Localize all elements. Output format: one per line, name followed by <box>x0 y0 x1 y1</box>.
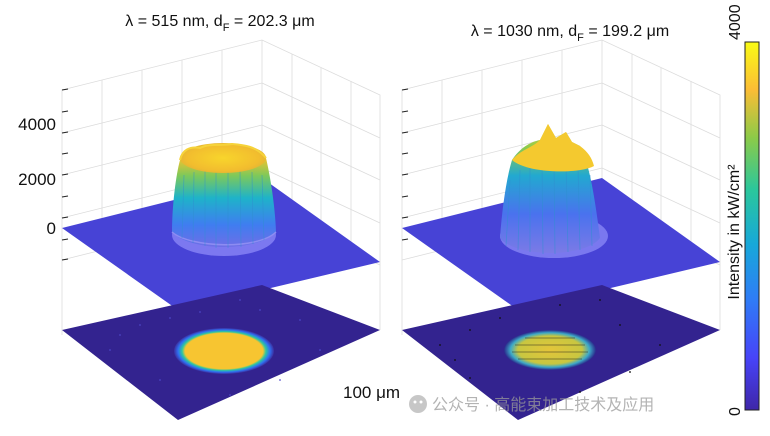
panel-515nm: 0 2000 4000 <box>18 13 400 420</box>
watermark-text: 公众号 · 高能束加工技术及应用 <box>432 395 654 414</box>
beam-surface-b <box>500 124 608 258</box>
panel-1030nm: λ = 1030 nm, dF = 199.2 μm <box>401 23 721 420</box>
colorbar-max-label: 4000 <box>727 4 744 40</box>
scale-bar-label: 100 μm <box>343 383 400 402</box>
scale-bar <box>299 364 346 379</box>
colorbar-title: Intensity in kW/cm² <box>726 164 743 300</box>
colorbar-gradient <box>744 41 760 411</box>
z-tick-4000: 4000 <box>18 115 56 134</box>
z-tick-0: 0 <box>47 219 56 238</box>
watermark: 公众号 · 高能束加工技术及应用 <box>409 395 654 414</box>
panel-a-title: λ = 515 nm, dF = 202.3 μm <box>125 13 314 34</box>
beam-surface-a <box>171 142 277 256</box>
projection-noise-b <box>439 299 661 401</box>
grid-walls-a <box>61 39 381 266</box>
z-tick-2000: 2000 <box>18 170 56 189</box>
colorbar: 4000 0 Intensity in kW/cm² <box>726 4 760 416</box>
z-ticks-a <box>61 88 69 261</box>
wechat-icon <box>409 395 427 413</box>
panel-b-title: λ = 1030 nm, dF = 199.2 μm <box>471 23 669 44</box>
projection-spot-b <box>504 330 596 370</box>
projection-spot-b-texture <box>512 337 588 360</box>
z-ticks-b <box>401 88 409 241</box>
projection-noise-a <box>109 299 321 396</box>
colorbar-min-label: 0 <box>727 407 744 416</box>
projection-spot-a <box>174 328 274 374</box>
